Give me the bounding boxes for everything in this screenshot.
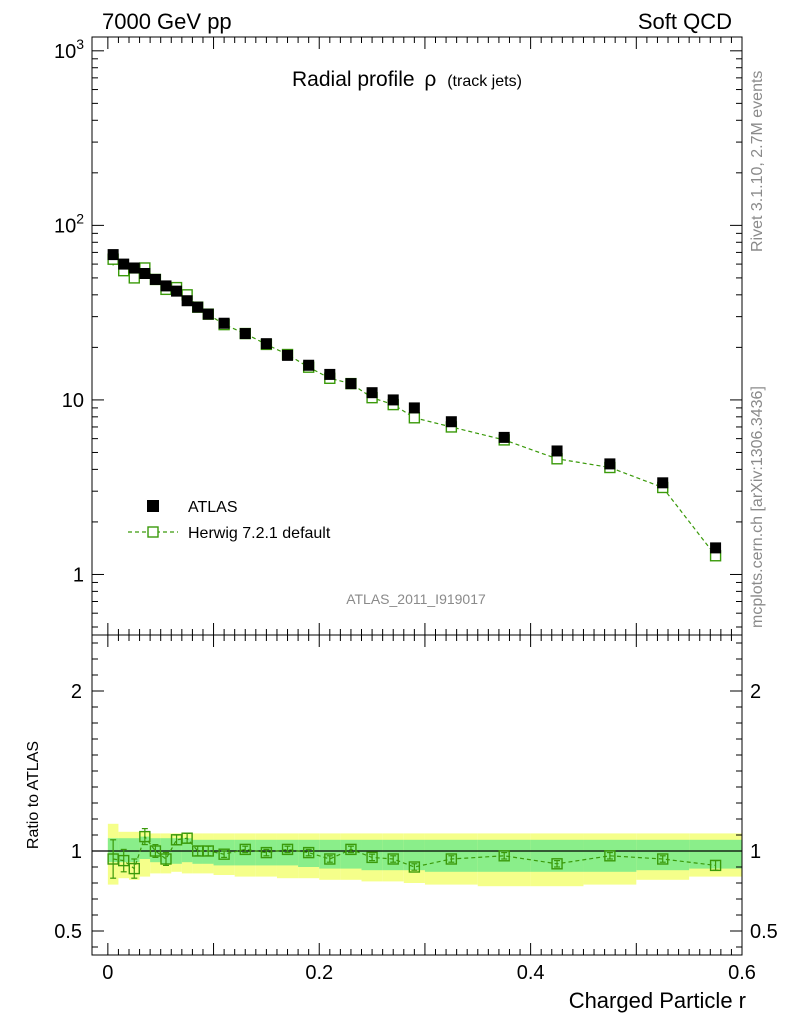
ratio-point bbox=[139, 830, 151, 843]
main-title: Radial profile ρ (track jets) bbox=[292, 68, 522, 91]
main-y-tick-base: 10 bbox=[54, 41, 76, 63]
ratio-point bbox=[118, 854, 130, 867]
atlas-data-point bbox=[149, 273, 161, 285]
atlas-data-point bbox=[239, 328, 251, 340]
ratio-point bbox=[709, 859, 722, 872]
ratio-y-tick-label-right: 1 bbox=[750, 841, 761, 863]
title-main: Radial profile bbox=[292, 68, 415, 91]
ratio-y-tick-label-left: 1 bbox=[71, 841, 82, 863]
mc-point bbox=[408, 412, 421, 424]
header-left: 7000 GeV pp bbox=[102, 9, 232, 34]
legend-data-marker bbox=[147, 500, 159, 512]
atlas-data-point bbox=[445, 416, 457, 428]
atlas-data-point bbox=[710, 542, 722, 554]
ratio-point bbox=[218, 848, 230, 860]
data-uncertainty-band bbox=[139, 836, 151, 859]
atlas-data-point bbox=[324, 368, 336, 380]
ratio-point bbox=[181, 832, 193, 844]
atlas-data-point bbox=[303, 359, 315, 371]
ratio-point bbox=[498, 850, 510, 862]
atlas-data-point bbox=[139, 267, 151, 279]
main-y-tick-exponent: 3 bbox=[76, 36, 84, 52]
atlas-data-point bbox=[218, 317, 230, 329]
atlas-data-point bbox=[282, 349, 294, 361]
atlas-data-point bbox=[408, 402, 420, 414]
ratio-point bbox=[239, 843, 251, 856]
ratio-y-tick-label-left: 2 bbox=[71, 681, 82, 703]
ratio-point bbox=[366, 851, 378, 864]
rivet-label: Rivet 3.1.10, 2.7M events bbox=[749, 71, 766, 252]
atlas-data-point bbox=[107, 249, 119, 261]
ratio-plot-frame bbox=[91, 634, 743, 956]
main-y-tick-exponent: 2 bbox=[76, 210, 84, 226]
atlas-data-point bbox=[657, 477, 669, 489]
ratio-ylabel: Ratio to ATLAS bbox=[25, 741, 42, 849]
legend-mc-label: Herwig 7.2.1 default bbox=[188, 525, 331, 542]
ratio-y-tick-label-left: 0.5 bbox=[54, 921, 82, 943]
ratio-point bbox=[202, 845, 214, 857]
x-tick-label: 0.2 bbox=[305, 962, 333, 984]
atlas-data-point bbox=[551, 445, 563, 457]
x-tick-label: 0 bbox=[102, 962, 113, 984]
atlas-data-point bbox=[366, 387, 378, 399]
atlas-data-point bbox=[128, 262, 140, 274]
ratio-point bbox=[551, 858, 563, 870]
ratio-y-tick-label-right: 0.5 bbox=[750, 921, 778, 943]
main-y-tick-label: 103 bbox=[54, 36, 84, 63]
ratio-point bbox=[160, 853, 172, 865]
header-right: Soft QCD bbox=[638, 9, 732, 34]
ratio-point bbox=[324, 853, 336, 865]
ratio-point bbox=[149, 845, 162, 857]
atlas-data-point bbox=[345, 378, 357, 390]
ratio-y-tick-label-right: 2 bbox=[750, 681, 761, 703]
data-uncertainty-band bbox=[181, 838, 193, 863]
ratio-point bbox=[260, 846, 273, 859]
mcplots-label: mcplots.cern.ch [arXiv:1306.3436] bbox=[749, 386, 766, 628]
analysis-id: ATLAS_2011_I919017 bbox=[346, 591, 486, 607]
atlas-data-point bbox=[604, 458, 616, 470]
data-marks bbox=[107, 249, 722, 879]
legend: ATLAS Herwig 7.2.1 default bbox=[128, 499, 331, 542]
x-tick-label: 0.6 bbox=[728, 962, 756, 984]
atlas-data-point bbox=[160, 280, 172, 292]
ratio-point bbox=[445, 853, 458, 865]
atlas-data-point bbox=[181, 295, 193, 307]
atlas-data-point bbox=[171, 285, 183, 297]
atlas-data-point bbox=[202, 308, 214, 320]
title-sub: (track jets) bbox=[447, 73, 522, 90]
ratio-point bbox=[281, 843, 294, 856]
data-uncertainty-band bbox=[128, 838, 140, 863]
ratio-point bbox=[657, 853, 669, 865]
ratio-point bbox=[408, 861, 421, 873]
legend-data-label: ATLAS bbox=[188, 499, 238, 516]
main-plot-frame bbox=[91, 36, 743, 636]
atlas-data-point bbox=[118, 258, 130, 270]
atlas-data-point bbox=[192, 301, 204, 313]
ratio-point bbox=[128, 862, 140, 875]
data-uncertainty-band bbox=[636, 839, 690, 871]
atlas-data-point bbox=[387, 394, 399, 406]
ratio-point bbox=[302, 846, 315, 859]
legend-mc-marker bbox=[147, 526, 159, 538]
atlas-data-point bbox=[260, 338, 272, 350]
main-y-tick-base: 10 bbox=[54, 215, 76, 237]
main-y-tick-label: 10 bbox=[62, 390, 84, 412]
plot-frames bbox=[91, 36, 743, 956]
data-uncertainty-band bbox=[382, 839, 404, 871]
ratio-point bbox=[345, 843, 357, 856]
mc-point bbox=[128, 272, 140, 284]
x-axis-label: Charged Particle r bbox=[569, 988, 746, 1013]
x-tick-label: 0.4 bbox=[517, 962, 545, 984]
ratio-point bbox=[387, 853, 399, 865]
ratio-series-line bbox=[113, 835, 716, 870]
ratio-point bbox=[604, 850, 616, 862]
atlas-data-point bbox=[498, 431, 510, 443]
axis-ticks bbox=[92, 37, 743, 955]
title-symbol: ρ bbox=[424, 68, 436, 91]
main-y-tick-label: 1 bbox=[73, 564, 84, 586]
main-y-tick-label: 102 bbox=[54, 210, 84, 237]
